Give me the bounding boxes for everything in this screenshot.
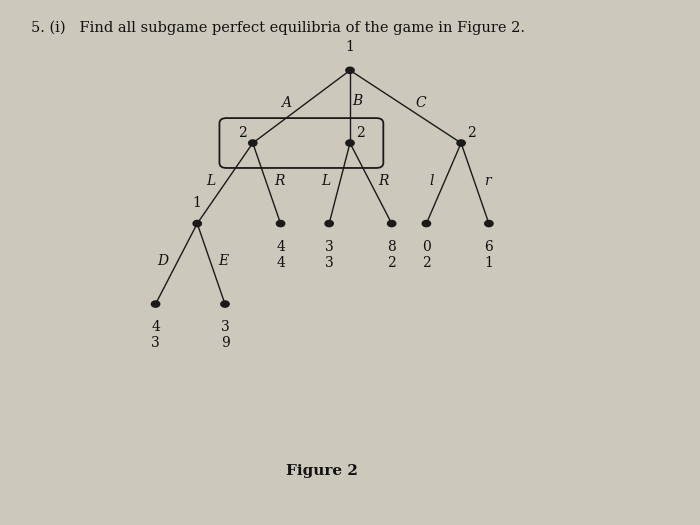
Text: 4: 4 (276, 240, 285, 254)
Text: 3: 3 (220, 320, 230, 334)
Text: 1: 1 (346, 40, 354, 54)
Text: R: R (378, 174, 388, 188)
Text: L: L (321, 174, 330, 188)
Text: 3: 3 (325, 240, 333, 254)
Text: 2: 2 (356, 126, 365, 140)
Text: 4: 4 (151, 320, 160, 334)
Circle shape (193, 220, 202, 227)
Text: D: D (157, 254, 168, 268)
Text: 3: 3 (151, 336, 160, 350)
Text: R: R (274, 174, 284, 188)
Text: 5. (i)   Find all subgame perfect equilibria of the game in Figure 2.: 5. (i) Find all subgame perfect equilibr… (31, 21, 524, 35)
Circle shape (325, 220, 333, 227)
Text: 4: 4 (276, 256, 285, 269)
Circle shape (346, 67, 354, 74)
Circle shape (484, 220, 493, 227)
Text: 1: 1 (193, 196, 202, 210)
Text: 2: 2 (422, 256, 430, 269)
Circle shape (276, 220, 285, 227)
Circle shape (388, 220, 395, 227)
Text: L: L (206, 174, 216, 188)
Text: B: B (352, 94, 362, 109)
Text: 8: 8 (387, 240, 396, 254)
Text: E: E (218, 254, 229, 268)
Circle shape (457, 140, 466, 146)
Text: A: A (281, 96, 291, 110)
Text: 9: 9 (220, 336, 230, 350)
Circle shape (346, 140, 354, 146)
Circle shape (151, 301, 160, 307)
Circle shape (248, 140, 257, 146)
Text: 2: 2 (238, 126, 246, 140)
Text: 3: 3 (325, 256, 333, 269)
Text: l: l (429, 174, 433, 188)
Text: 6: 6 (484, 240, 494, 254)
Text: Figure 2: Figure 2 (286, 464, 358, 478)
Circle shape (220, 301, 229, 307)
Text: 2: 2 (387, 256, 396, 269)
Text: 2: 2 (467, 126, 476, 140)
Circle shape (422, 220, 430, 227)
Text: 1: 1 (484, 256, 494, 269)
Text: C: C (416, 96, 426, 110)
Text: 0: 0 (422, 240, 430, 254)
Text: r: r (484, 174, 491, 188)
